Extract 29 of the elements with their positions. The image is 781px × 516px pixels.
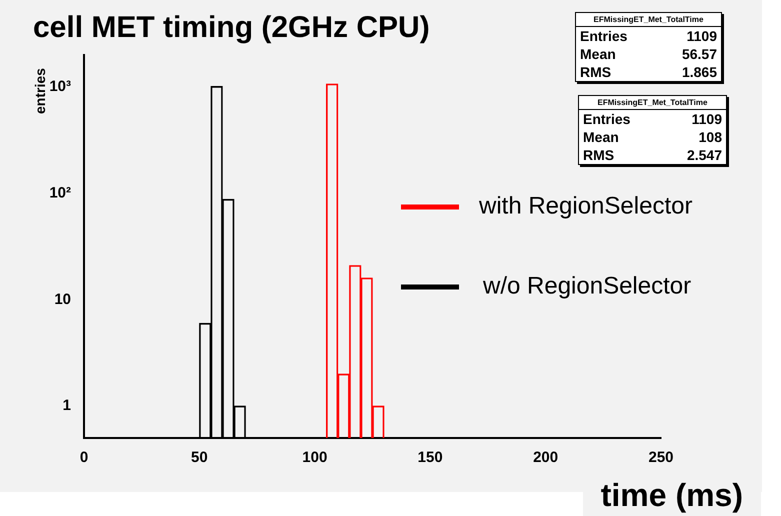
annotation: Mean — [580, 45, 616, 63]
text: 2.547 — [686, 146, 722, 164]
y-axis-title: entries — [32, 68, 48, 114]
text: 1.865 — [682, 63, 717, 81]
annotation: Entries — [583, 110, 630, 128]
annotation: EFMissingET_Met_TotalTime — [579, 96, 726, 110]
y-tick-label: 10² — [49, 184, 71, 202]
x-tick-label: 250 — [648, 449, 674, 466]
text: 1109 — [686, 27, 717, 45]
x-tick-label: 200 — [533, 449, 558, 466]
text: Entries — [580, 27, 628, 45]
annotation: Mean — [583, 128, 619, 146]
text: EFMissingET_Met_TotalTime — [576, 13, 721, 27]
x-tick-label: 150 — [418, 449, 443, 466]
legend-label: with RegionSelector — [478, 192, 692, 220]
legend-label: w/o RegionSelector — [482, 272, 692, 300]
text: 108 — [698, 128, 722, 146]
annotation: RMS — [583, 146, 614, 164]
x-tick-label: 50 — [191, 449, 208, 466]
y-tick-label: 10 — [54, 290, 71, 308]
y-tick-label: 10³ — [49, 78, 71, 96]
text: 56.57 — [682, 45, 717, 63]
x-tick-label: 0 — [80, 449, 88, 466]
y-tick-label: 1 — [62, 397, 71, 414]
chart-title: cell MET timing (2GHz CPU) — [15, 5, 448, 51]
text: 1109 — [692, 110, 722, 128]
annotation: RMS — [580, 63, 612, 81]
x-tick-label: 100 — [302, 449, 328, 466]
x-axis-title: time (ms) — [582, 475, 761, 516]
